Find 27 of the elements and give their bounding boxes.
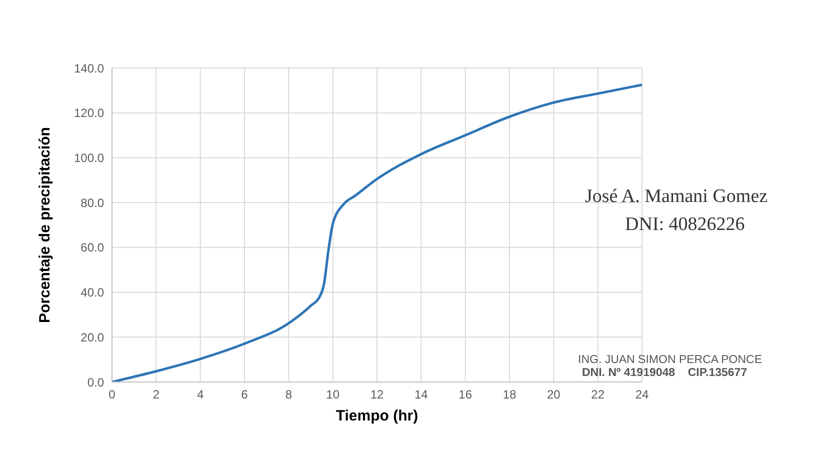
x-tick-label: 2: [152, 388, 160, 402]
annotation: DNI: 40826226: [625, 214, 745, 236]
annotation: ING. JUAN SIMON PERCA PONCE: [578, 354, 762, 366]
y-tick-label: 80.0: [80, 196, 104, 210]
x-axis-title: Tiempo (hr): [336, 408, 418, 425]
x-tick-label: 22: [591, 388, 605, 402]
y-tick-label: 20.0: [80, 330, 104, 344]
y-tick-label: 0.0: [87, 375, 104, 390]
y-tick-label: 60.0: [80, 240, 104, 255]
y-tick-label: 100.0: [74, 150, 104, 165]
y-tick-label: 40.0: [80, 286, 104, 300]
annotation: DNI. Nº 41919048 CIP.135677: [582, 367, 748, 379]
x-tick-label: 24: [635, 388, 649, 402]
x-tick-label: 18: [502, 388, 516, 402]
x-tick-label: 10: [326, 388, 340, 402]
annotation: José A. Mamani Gomez: [585, 186, 768, 208]
x-tick-label: 12: [370, 388, 384, 402]
x-tick-label: 0: [108, 388, 116, 402]
x-tick-label: 20: [546, 388, 561, 402]
x-tick-label: 14: [414, 388, 428, 402]
x-tick-label: 6: [241, 388, 248, 402]
y-tick-label: 140.0: [74, 61, 104, 76]
x-tick-label: 16: [458, 388, 472, 402]
x-tick-label: 8: [285, 388, 292, 402]
y-axis-title: Porcentaje de precipitación: [36, 127, 54, 323]
x-tick-label: 4: [196, 388, 204, 402]
y-tick-label: 120.0: [74, 106, 104, 120]
